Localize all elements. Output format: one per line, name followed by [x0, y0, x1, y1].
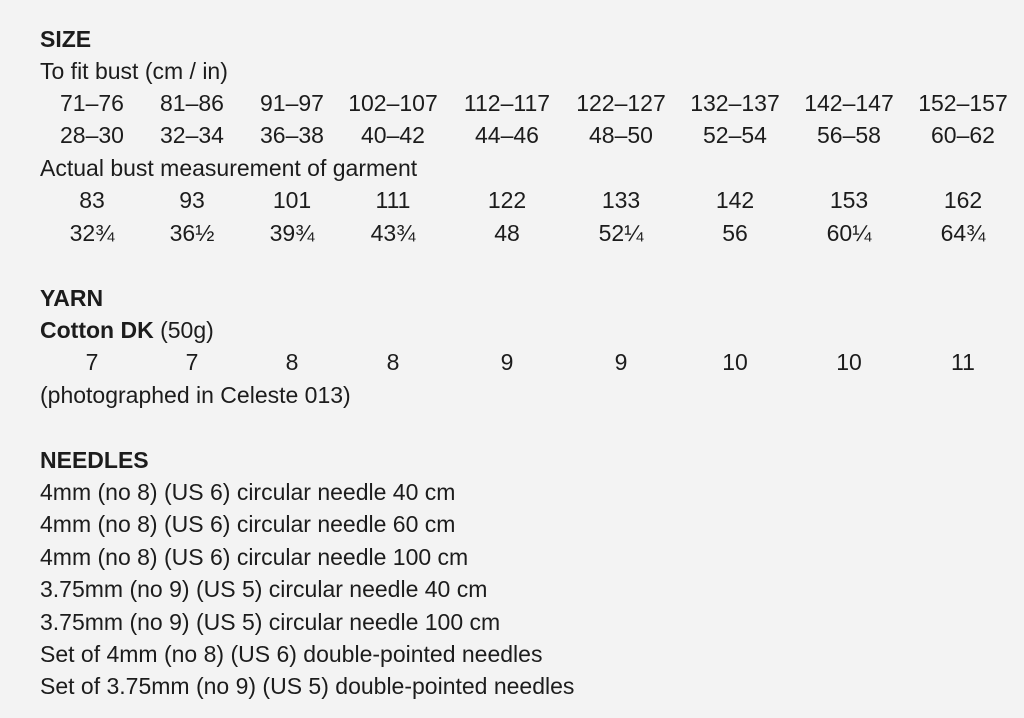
table-cell: 60–62: [931, 122, 995, 148]
table-cell: 142–147: [804, 90, 894, 116]
table-cell: 81–86: [160, 90, 224, 116]
table-cell: 101: [272, 187, 312, 213]
table-cell: 48–50: [589, 122, 653, 148]
table-cell: 7: [85, 349, 99, 375]
table-cell: 133: [601, 187, 641, 213]
table-cell: 36½: [169, 220, 215, 246]
table-cell: 43¾: [370, 220, 416, 246]
table-cell: 111: [375, 187, 411, 213]
table-cell: 44–46: [475, 122, 539, 148]
table-cell: 9: [614, 349, 628, 375]
actual-bust-in-row: 32¾ 36½ 39¾ 43¾ 48 52¼ 56 60¼ 64¾: [0, 217, 1024, 249]
table-cell: 102–107: [348, 90, 438, 116]
table-cell: 32¾: [69, 220, 115, 246]
table-cell: 8: [285, 349, 299, 375]
table-cell: 132–137: [690, 90, 780, 116]
list-item: 3.75mm (no 9) (US 5) circular needle 40 …: [40, 576, 488, 602]
table-cell: 153: [829, 187, 869, 213]
table-cell: 122–127: [576, 90, 666, 116]
table-cell: 142: [715, 187, 755, 213]
table-cell: 60¼: [826, 220, 872, 246]
needles-heading: NEEDLES: [40, 447, 149, 473]
table-cell: 162: [943, 187, 983, 213]
actual-bust-cm-row: 83 93 101 111 122 133 142 153 162: [0, 184, 1024, 216]
table-cell: 32–34: [160, 122, 224, 148]
table-cell: 36–38: [260, 122, 324, 148]
table-cell: 93: [179, 187, 205, 213]
table-cell: 52¼: [598, 220, 644, 246]
table-cell: 10: [722, 349, 748, 375]
yarn-heading: YARN: [40, 285, 104, 311]
list-item: Set of 3.75mm (no 9) (US 5) double-point…: [40, 673, 575, 699]
list-item: 4mm (no 8) (US 6) circular needle 100 cm: [40, 544, 469, 570]
yarn-name: Cotton DK: [40, 317, 154, 343]
table-cell: 40–42: [361, 122, 425, 148]
list-item: 4mm (no 8) (US 6) circular needle 40 cm: [40, 479, 456, 505]
yarn-weight: (50g): [153, 317, 214, 343]
table-cell: 112–117: [463, 90, 551, 116]
list-item: Set of 4mm (no 8) (US 6) double-pointed …: [40, 641, 543, 667]
table-cell: 56: [722, 220, 748, 246]
table-cell: 91–97: [260, 90, 324, 116]
table-cell: 83: [79, 187, 105, 213]
fit-bust-in-row: 28–30 32–34 36–38 40–42 44–46 48–50 52–5…: [0, 119, 1024, 151]
table-cell: 9: [500, 349, 514, 375]
table-cell: 56–58: [817, 122, 881, 148]
table-cell: 28–30: [60, 122, 124, 148]
yarn-balls-row: 7 7 8 8 9 9 10 10 11: [0, 346, 1024, 378]
actual-bust-label: Actual bust measurement of garment: [40, 155, 418, 181]
table-cell: 152–157: [918, 90, 1008, 116]
table-cell: 11: [951, 349, 975, 375]
table-cell: 8: [386, 349, 400, 375]
list-item: 4mm (no 8) (US 6) circular needle 60 cm: [40, 511, 456, 537]
size-heading: SIZE: [40, 26, 92, 52]
table-cell: 48: [494, 220, 520, 246]
table-cell: 122: [487, 187, 527, 213]
table-cell: 10: [836, 349, 862, 375]
list-item: 3.75mm (no 9) (US 5) circular needle 100…: [40, 609, 501, 635]
yarn-name-line: Cotton DK (50g): [40, 314, 214, 346]
table-cell: 7: [185, 349, 199, 375]
fit-bust-cm-row: 71–76 81–86 91–97 102–107 112–117 122–12…: [0, 87, 1024, 119]
table-cell: 64¾: [940, 220, 986, 246]
fit-bust-label: To fit bust (cm / in): [40, 58, 228, 84]
table-cell: 39¾: [269, 220, 315, 246]
yarn-note: (photographed in Celeste 013): [40, 382, 351, 408]
table-cell: 52–54: [703, 122, 767, 148]
table-cell: 71–76: [60, 90, 124, 116]
